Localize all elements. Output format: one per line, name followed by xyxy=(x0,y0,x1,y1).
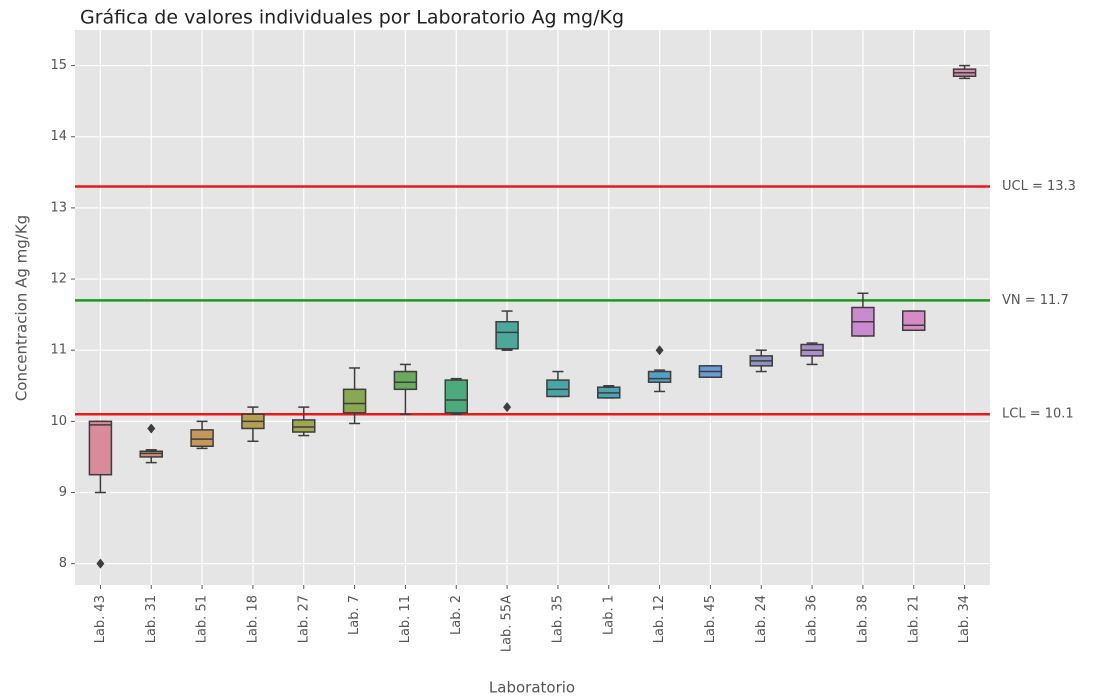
outlier xyxy=(503,402,512,413)
outlier xyxy=(655,345,664,356)
reference-label: UCL = 13.3 xyxy=(1002,179,1076,194)
box xyxy=(647,370,672,383)
outlier xyxy=(147,423,156,434)
x-tick-label: Lab. 12 xyxy=(652,595,667,643)
x-tick-label: Lab. 36 xyxy=(805,595,820,643)
y-tick-label: 8 xyxy=(59,556,67,571)
x-tick-label: Lab. 21 xyxy=(906,595,921,643)
x-tick-label: Lab. 11 xyxy=(398,595,413,643)
box xyxy=(190,429,214,447)
y-tick-label: 9 xyxy=(59,485,67,500)
x-tick-label: Lab. 38 xyxy=(855,595,870,643)
box xyxy=(495,320,519,350)
x-tick-label: Lab. 34 xyxy=(957,595,972,643)
x-tick-label: Lab. 51 xyxy=(195,595,210,643)
x-tick-label: Lab. 31 xyxy=(144,595,159,643)
x-tick-label: Lab. 1 xyxy=(601,595,616,635)
box xyxy=(292,419,316,433)
box xyxy=(444,379,468,414)
x-tick-label: Lab. 55A xyxy=(500,595,515,652)
x-tick-label: Lab. 35 xyxy=(550,595,565,643)
y-tick-label: 14 xyxy=(50,129,67,144)
box xyxy=(88,420,113,476)
y-tick-label: 11 xyxy=(50,343,67,358)
x-tick-label: Lab. 2 xyxy=(449,595,464,635)
chart-title: Gráfica de valores individuales por Labo… xyxy=(80,7,624,29)
x-tick-label: Lab. 7 xyxy=(347,595,362,635)
box xyxy=(342,388,367,414)
x-tick-label: Lab. 43 xyxy=(93,595,108,643)
x-tick-label: Lab. 27 xyxy=(296,595,311,643)
x-tick-label: Lab. 24 xyxy=(754,595,769,643)
y-axis-label: Concentracion Ag mg/Kg xyxy=(13,215,31,401)
box xyxy=(393,370,418,391)
reference-label: VN = 11.7 xyxy=(1002,293,1069,308)
y-tick-label: 13 xyxy=(50,200,67,215)
y-tick-label: 12 xyxy=(50,272,67,287)
reference-label: LCL = 10.1 xyxy=(1002,407,1074,422)
box xyxy=(546,379,570,398)
y-tick-label: 10 xyxy=(50,414,67,429)
outlier xyxy=(96,558,105,569)
x-axis-label: Laboratorio xyxy=(489,679,575,697)
box xyxy=(902,310,926,332)
x-tick-label: Lab. 18 xyxy=(245,595,260,643)
y-tick-label: 15 xyxy=(50,58,67,73)
x-tick-label: Lab. 45 xyxy=(703,595,718,643)
